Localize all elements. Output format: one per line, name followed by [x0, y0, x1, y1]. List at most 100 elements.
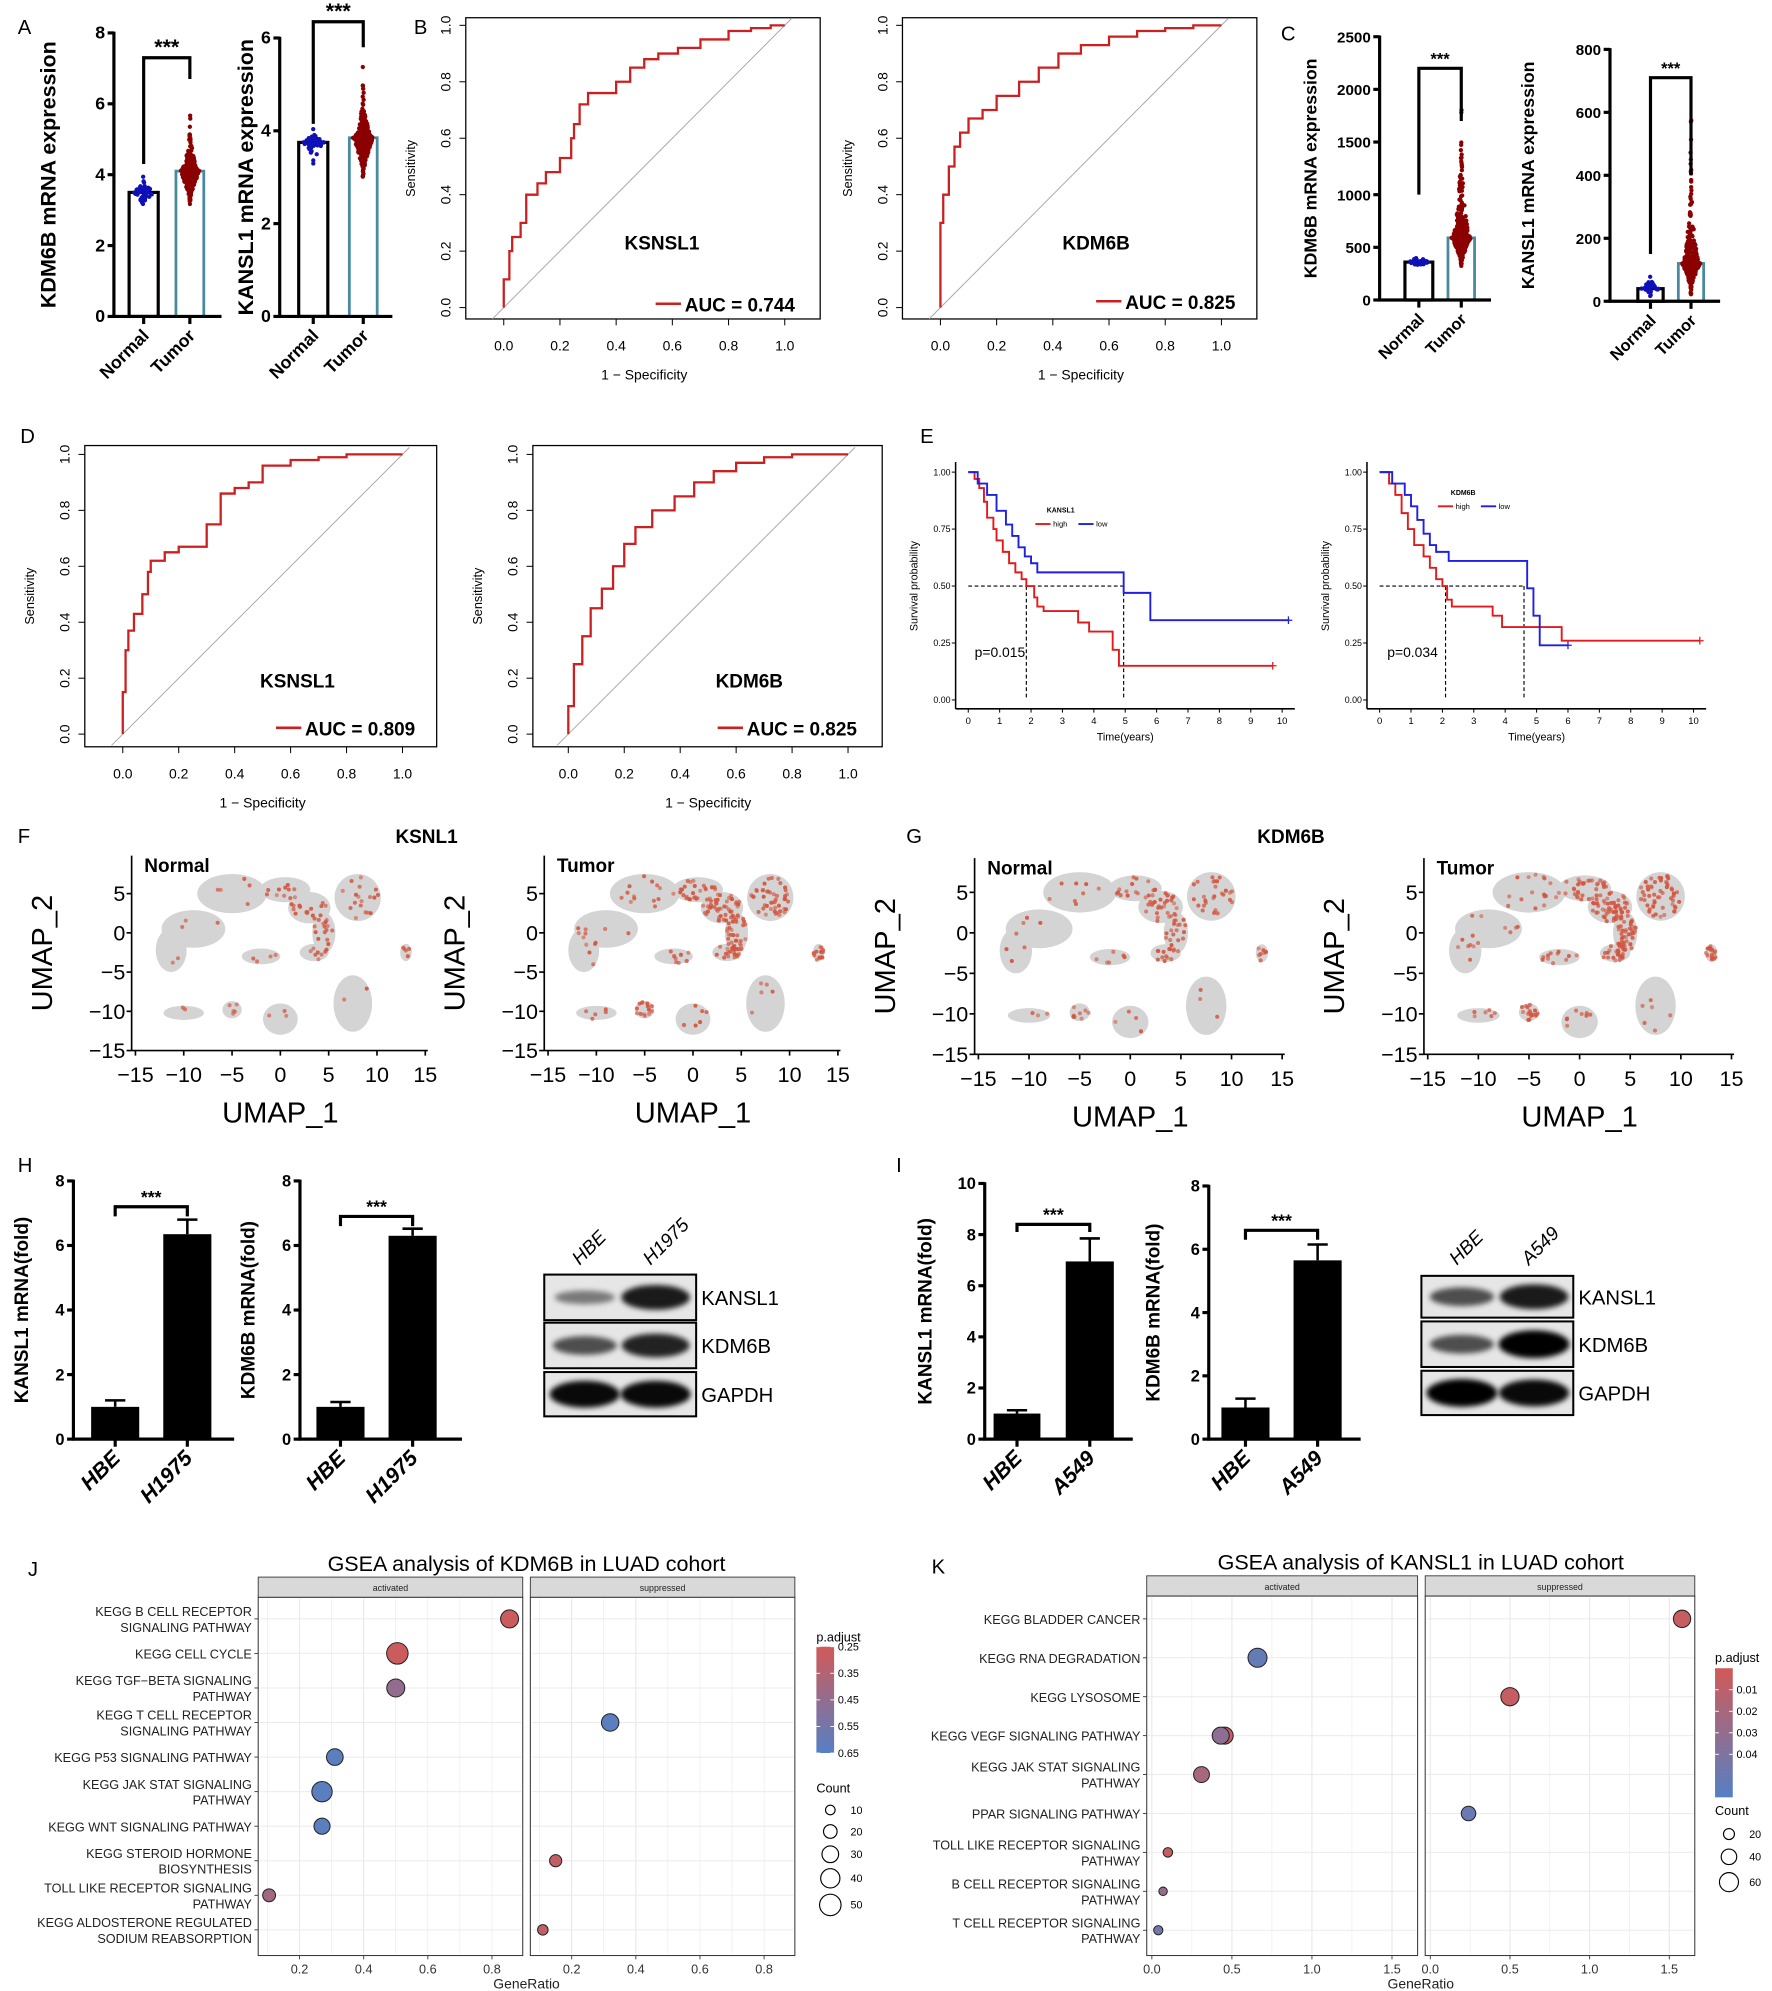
expressing-cell — [817, 955, 822, 960]
y-tick-label: −15 — [89, 1039, 126, 1063]
expressing-cell — [316, 957, 321, 962]
data-point — [1686, 269, 1692, 274]
expressing-cell — [1642, 1020, 1647, 1025]
expressing-cell — [234, 1002, 239, 1007]
expressing-cell — [1172, 901, 1177, 906]
expressing-cell — [1262, 951, 1267, 956]
expressing-cell — [627, 884, 632, 889]
y-tick-label: 800 — [1576, 42, 1601, 59]
expressing-cell — [1171, 894, 1176, 899]
data-point — [350, 135, 356, 141]
expressing-cell — [1074, 881, 1079, 886]
data-point — [141, 174, 146, 179]
data-point — [186, 152, 191, 157]
expressing-cell — [309, 906, 314, 911]
x-tick-label: 0.8 — [483, 1962, 501, 1976]
cell-cluster — [999, 927, 1033, 974]
data-point — [1690, 224, 1695, 229]
expressing-cell — [1598, 893, 1603, 898]
expressing-cell — [1609, 890, 1614, 895]
legend-title: KDM6B — [1451, 490, 1476, 497]
expressing-cell — [1506, 903, 1511, 908]
expressing-cell — [1608, 944, 1613, 949]
expressing-cell — [726, 950, 731, 955]
expressing-cell — [764, 903, 769, 908]
expressing-cell — [405, 954, 410, 959]
expressing-cell — [289, 902, 294, 907]
y-tick-label: 0.2 — [874, 241, 890, 261]
y-tick-label: 0.50 — [933, 581, 950, 591]
y-tick-label: −5 — [1393, 962, 1418, 986]
facet-panel — [1146, 1595, 1419, 1957]
size-legend-circle — [1722, 1827, 1736, 1841]
data-point — [186, 169, 192, 175]
y-tick-label: 5 — [113, 882, 125, 906]
expressing-cell — [1201, 894, 1206, 899]
pathway-label: PPAR SIGNALING PATHWAY — [972, 1808, 1141, 1822]
expressing-cell — [320, 900, 325, 906]
gene-label: KSNSL1 — [625, 233, 700, 254]
x-tick-label: −15 — [530, 1063, 567, 1087]
gene-label: KDM6B — [716, 671, 783, 692]
expressing-cell — [1556, 949, 1561, 954]
x-tick-label: −15 — [117, 1063, 154, 1087]
expressing-cell — [1138, 1029, 1144, 1034]
size-legend-circle — [818, 1893, 842, 1917]
x-tick-label: −5 — [1517, 1067, 1542, 1091]
y-tick-label: −15 — [1381, 1043, 1418, 1067]
bar — [1065, 1261, 1114, 1440]
data-point — [188, 113, 193, 118]
legend-title: Count — [816, 1781, 850, 1795]
y-tick-label: 1.00 — [933, 467, 950, 477]
expressing-cell — [725, 946, 730, 951]
expressing-cell — [1156, 948, 1161, 954]
expressing-cell — [1125, 893, 1130, 898]
expressing-cell — [359, 899, 364, 904]
y-axis-label: KDM6B mRNA(fold) — [238, 1221, 259, 1399]
auc-label: AUC = 0.825 — [1125, 293, 1236, 314]
x-tick-label: 1 — [997, 716, 1002, 727]
expressing-cell — [1161, 949, 1166, 954]
pathway-label: KEGG JAK STAT SIGNALING — [83, 1778, 252, 1792]
y-axis-label: KANSL1 mRNA expression — [1518, 62, 1538, 290]
facet-label: activated — [1264, 1582, 1299, 1592]
expressing-cell — [1151, 888, 1156, 893]
expressing-cell — [656, 897, 661, 902]
expressing-cell — [581, 935, 586, 940]
expressing-cell — [1601, 955, 1606, 960]
expressing-cell — [761, 887, 766, 893]
expressing-cell — [776, 876, 781, 881]
expressing-cell — [733, 917, 738, 922]
y-tick-label: 8 — [282, 1173, 291, 1191]
expressing-cell — [649, 1004, 654, 1009]
expressing-cell — [759, 990, 764, 995]
y-tick-label: 600 — [1576, 105, 1601, 122]
expressing-cell — [316, 936, 321, 941]
expressing-cell — [1094, 957, 1099, 962]
expressing-cell — [288, 896, 293, 901]
data-point — [363, 141, 368, 147]
expressing-cell — [1672, 909, 1677, 914]
protein-band — [549, 1380, 620, 1408]
x-tick-label: 0.4 — [671, 765, 691, 781]
expressing-cell — [286, 887, 291, 892]
expressing-cell — [1579, 1011, 1584, 1017]
x-tick-label: 0.2 — [291, 1962, 309, 1976]
enrichment-dot — [386, 1678, 406, 1698]
expressing-cell — [1659, 875, 1664, 881]
expressing-cell — [1176, 938, 1181, 943]
expressing-cell — [1215, 1014, 1220, 1019]
significance-bracket — [1417, 66, 1463, 195]
expressing-cell — [698, 888, 703, 893]
y-tick-label: 1000 — [1337, 187, 1371, 204]
expressing-cell — [1468, 957, 1473, 962]
expressing-cell — [298, 904, 303, 909]
expressing-cell — [603, 926, 608, 932]
expressing-cell — [1198, 987, 1203, 992]
significance-bracket — [113, 1205, 189, 1217]
expressing-cell — [726, 942, 731, 947]
expressing-cell — [814, 949, 819, 954]
data-point — [188, 196, 193, 201]
expressing-cell — [593, 1012, 598, 1017]
